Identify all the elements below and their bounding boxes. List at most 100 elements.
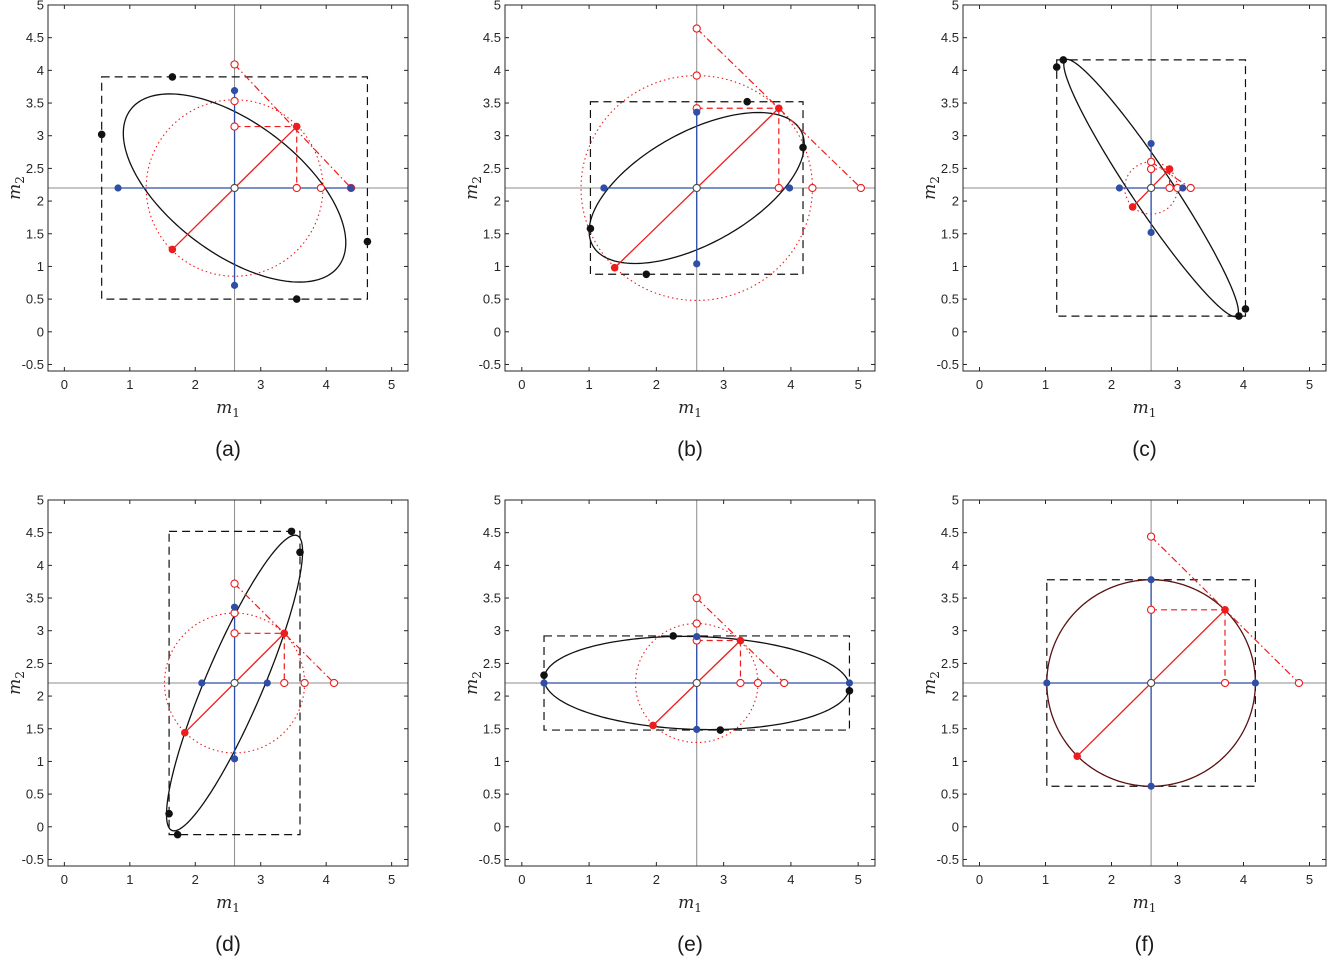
y-tick-label: 0.5 — [941, 787, 959, 802]
y-tick-label: 1.5 — [483, 226, 501, 241]
x-tick-label: 0 — [518, 377, 525, 392]
blue-point-4 — [693, 725, 701, 734]
x-tick-label: 3 — [1174, 377, 1181, 392]
y-tick-label: 3 — [952, 623, 959, 638]
y-tick-label: 5 — [952, 0, 959, 13]
y-tick-label: 1 — [952, 259, 959, 274]
y-axis-label: m2 — [462, 176, 484, 200]
red-open-point-2 — [1146, 164, 1156, 174]
x-tick-label: 0 — [976, 872, 983, 887]
x-axis-label-main: m — [678, 398, 694, 418]
y-tick-label: 1.5 — [941, 226, 959, 241]
y-tick-label: 0 — [952, 819, 959, 834]
bounding-box-dashed — [1056, 59, 1247, 317]
x-tick-label: 2 — [192, 377, 199, 392]
x-axis-label-main: m — [216, 893, 232, 913]
x-tick-label: 3 — [720, 872, 727, 887]
ellipse-curve — [165, 534, 304, 832]
axes-frame — [47, 499, 409, 867]
y-tick-label: 5 — [37, 0, 44, 13]
y-tick-label: 1.5 — [26, 226, 44, 241]
y-tick-label: 2.5 — [941, 161, 959, 176]
red-point-1 — [775, 104, 783, 113]
x-tick-label: 0 — [518, 872, 525, 887]
x-axis-label-sub: 1 — [694, 406, 702, 420]
red-open-point-6 — [780, 678, 789, 688]
red-open-point-1 — [1146, 532, 1156, 541]
blue-point-2 — [263, 679, 271, 687]
red-open-point-1 — [230, 579, 239, 588]
ellipse-curve — [122, 93, 347, 283]
black-point-2 — [1059, 56, 1068, 64]
y-tick-label: 3 — [952, 128, 959, 143]
x-axis-label-sub: 1 — [1149, 406, 1157, 420]
red-open-point-4 — [292, 183, 301, 193]
x-axis-label: m1 — [1133, 893, 1157, 915]
red-open-point-5 — [808, 183, 817, 193]
y-tick-label: 4.5 — [941, 30, 959, 45]
panel-label: (a) — [215, 438, 241, 461]
blue-point-1 — [198, 679, 206, 687]
black-point-2 — [296, 548, 304, 557]
red-open-point-2 — [1146, 605, 1156, 614]
x-tick-label: 5 — [1306, 872, 1313, 887]
x-axis-label-main: m — [216, 398, 232, 418]
y-tick-label: 3.5 — [26, 96, 44, 111]
x-tick-label: 0 — [61, 872, 68, 887]
red-point-1 — [280, 629, 289, 638]
y-tick-label: 0.5 — [941, 292, 959, 307]
black-point-3 — [363, 237, 372, 246]
y-axis-label-sub: 2 — [928, 176, 942, 184]
y-axis-label-main: m — [5, 184, 25, 200]
black-point-4 — [1235, 312, 1243, 320]
red-open-point-3 — [1220, 678, 1230, 688]
data-markers — [1043, 532, 1304, 790]
x-tick-label: 4 — [787, 872, 794, 887]
bounding-box-dashed — [589, 101, 804, 275]
x-axis-label-main: m — [1133, 398, 1149, 418]
y-tick-label: 3.5 — [941, 591, 959, 606]
blue-point-4 — [230, 755, 239, 763]
bounding-box-dashed — [168, 530, 301, 836]
blue-point-1 — [540, 679, 548, 687]
x-axis-label: m1 — [678, 398, 702, 420]
y-tick-label: 4.5 — [26, 525, 44, 540]
y-tick-label: 2 — [37, 689, 44, 704]
black-point-4 — [716, 726, 725, 734]
blue-point-4 — [1147, 782, 1155, 790]
red-open-point-1 — [1146, 157, 1156, 167]
blue-point-3 — [230, 603, 239, 611]
black-point-1 — [168, 73, 177, 81]
y-tick-label: 3 — [494, 128, 501, 143]
black-point-3 — [540, 671, 548, 679]
red-open-point-1 — [692, 593, 701, 603]
black-point-4 — [642, 270, 651, 279]
red-open-point-4 — [736, 678, 745, 688]
x-tick-label: 5 — [855, 872, 862, 887]
x-tick-label: 5 — [1306, 377, 1313, 392]
y-tick-label: 0 — [37, 324, 44, 339]
center-point — [692, 183, 701, 193]
y-tick-label: 2 — [952, 689, 959, 704]
red-open-point-5 — [1186, 183, 1195, 193]
x-tick-label: 1 — [1042, 872, 1049, 887]
blue-point-1 — [600, 184, 608, 192]
red-point-1 — [292, 122, 301, 131]
red-open-point-5 — [753, 678, 763, 688]
panel-label: (e) — [677, 933, 703, 956]
blue-point-1 — [1115, 184, 1124, 192]
x-axis-label: m1 — [1133, 398, 1157, 420]
red-point-1 — [1165, 165, 1174, 173]
red-open-point-2 — [230, 96, 239, 106]
black-point-3 — [586, 224, 595, 233]
y-tick-label: 3.5 — [483, 591, 501, 606]
axes-frame — [962, 499, 1327, 867]
y-tick-label: -0.5 — [937, 852, 959, 867]
red-point-1 — [1221, 606, 1229, 614]
y-axis-label-sub: 2 — [470, 671, 484, 679]
black-point-3 — [165, 809, 173, 818]
blue-point-3 — [1147, 576, 1155, 584]
y-tick-label: -0.5 — [937, 357, 959, 372]
